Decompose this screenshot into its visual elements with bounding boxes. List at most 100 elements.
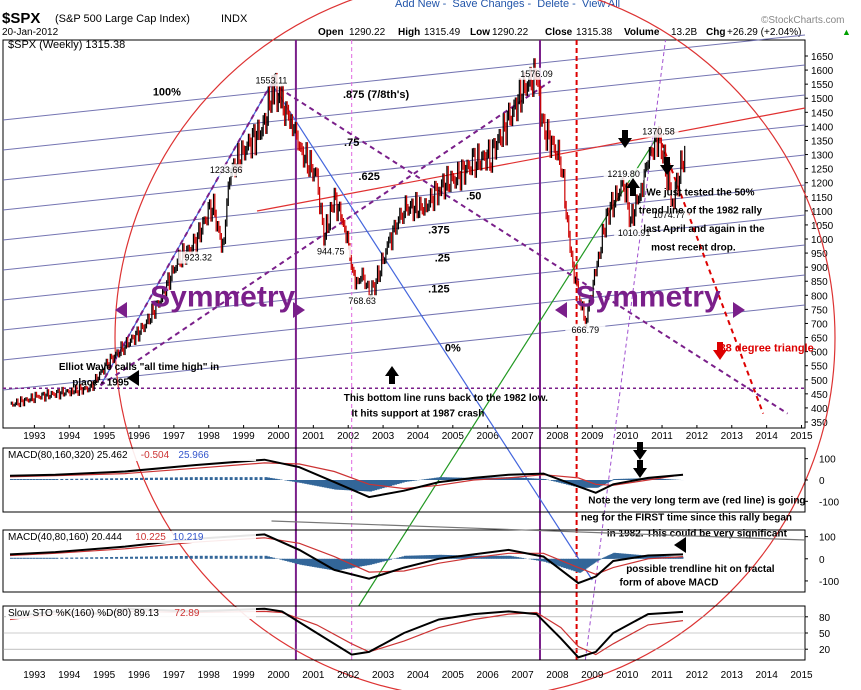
price-x-tick-label: 2010 xyxy=(616,431,639,442)
macd-histogram-bar xyxy=(306,558,310,567)
macd-histogram-bar xyxy=(19,479,23,480)
macd-histogram-bar xyxy=(630,478,634,480)
bottom-x-tick-label: 2015 xyxy=(790,670,813,681)
indicator-main-line xyxy=(9,458,684,499)
view-all-link[interactable]: View All xyxy=(581,0,621,10)
macd-histogram-bar xyxy=(498,555,502,559)
price-x-tick-label: 2006 xyxy=(477,431,500,442)
macd-histogram-bar xyxy=(513,556,517,559)
macd-histogram-bar xyxy=(269,557,273,559)
macd-histogram-bar xyxy=(135,477,139,480)
price-x-tick-label: 2004 xyxy=(407,431,430,442)
macd-histogram-bar xyxy=(356,558,360,567)
price-x-tick-label: 2009 xyxy=(581,431,604,442)
macd-histogram-bar xyxy=(184,555,188,559)
price-x-tick-label: 1998 xyxy=(198,431,221,442)
price-point-label: 1219.80 xyxy=(607,169,640,179)
macd-histogram-bar xyxy=(110,557,114,559)
macd-histogram-bar xyxy=(100,478,104,480)
macd-histogram-bar xyxy=(563,558,567,569)
macd-histogram-bar xyxy=(668,479,672,480)
macd-histogram-bar xyxy=(481,555,485,559)
macd-histogram-bar xyxy=(229,555,233,559)
high-value: 1315.49 xyxy=(424,27,461,38)
macd-down-arrow-icon xyxy=(637,460,643,468)
macd-histogram-bar xyxy=(443,554,447,559)
bottom-x-tick-label: 2004 xyxy=(407,670,430,681)
price-y-tick-label: 1050 xyxy=(811,221,834,232)
delete-link[interactable]: Delete xyxy=(537,0,570,10)
macd-histogram-bar xyxy=(418,555,422,559)
macd-histogram-bar xyxy=(16,557,20,559)
macd-histogram-bar xyxy=(154,477,158,480)
symmetry-circle xyxy=(114,0,836,690)
macd-histogram-bar xyxy=(286,480,290,481)
macd-histogram-bar xyxy=(19,557,23,559)
macd-histogram-bar xyxy=(80,557,84,559)
macd-histogram-bar xyxy=(9,557,13,559)
macd-histogram-bar xyxy=(110,478,114,480)
purple-dashed-line xyxy=(584,39,667,661)
macd-histogram-bar xyxy=(433,554,437,559)
macd-histogram-bar xyxy=(359,480,363,491)
macd-histogram-bar xyxy=(381,558,385,562)
macd-histogram-bar xyxy=(149,477,153,480)
macd-histogram-bar xyxy=(433,477,437,480)
macd-histogram-bar xyxy=(244,477,248,480)
chart-date: 20-Jan-2012 xyxy=(2,27,59,38)
add-new-link[interactable]: Add New xyxy=(395,0,440,10)
macd-histogram-bar xyxy=(254,477,258,480)
bottom-x-tick-label: 2010 xyxy=(616,670,639,681)
macd-histogram-bar xyxy=(115,478,119,480)
macd-down-arrow-icon xyxy=(633,450,647,460)
macd-histogram-bar xyxy=(399,480,403,484)
price-y-tick-label: 1450 xyxy=(811,108,834,119)
macd-histogram-bar xyxy=(351,558,355,568)
macd-histogram-bar xyxy=(404,480,407,482)
macd-histogram-bar xyxy=(625,553,629,559)
fib-level-label: 0% xyxy=(445,343,461,355)
down-arrow-icon xyxy=(622,130,628,138)
macd-histogram-bar xyxy=(234,477,238,480)
bottom-x-tick-label: 2014 xyxy=(756,670,779,681)
macd-histogram-bar xyxy=(506,555,510,559)
macd-histogram-bar xyxy=(446,477,450,480)
macd-histogram-bar xyxy=(653,555,657,559)
macd-histogram-bar xyxy=(389,558,393,560)
down-arrow-icon xyxy=(664,157,670,165)
macd-histogram-bar xyxy=(16,479,20,480)
macd-histogram-bar xyxy=(531,478,535,480)
macd-histogram-bar xyxy=(493,555,497,559)
macd-histogram-bar xyxy=(179,556,183,559)
macd-histogram-bar xyxy=(135,556,139,559)
macd-histogram-bar xyxy=(26,557,30,559)
macd-histogram-bar xyxy=(379,558,383,563)
macd-histogram-bar xyxy=(351,480,355,491)
save-changes-link[interactable]: Save Changes xyxy=(452,0,525,10)
bottom-x-tick-label: 1993 xyxy=(23,670,46,681)
open-value: 1290.22 xyxy=(349,27,386,38)
bottom-x-tick-label: 1998 xyxy=(198,670,221,681)
macd-histogram-bar xyxy=(376,558,380,563)
price-x-tick-label: 1996 xyxy=(128,431,151,442)
trendline-50pct xyxy=(256,107,806,212)
macd-histogram-bar xyxy=(553,558,557,565)
macd-histogram-bar xyxy=(428,478,432,480)
indicator-panel-frame xyxy=(2,529,806,593)
macd-histogram-bar xyxy=(598,558,602,560)
macd-histogram-bar xyxy=(660,478,664,480)
macd-histogram-bar xyxy=(125,478,129,480)
macd-histogram-bar xyxy=(550,480,554,481)
bottom-x-tick-label: 2009 xyxy=(581,670,604,681)
indicator-legend-main: Slow STO %K(160) %D(80) 89.13 xyxy=(8,608,159,619)
macd-histogram-bar xyxy=(441,477,445,480)
macd-histogram-bar xyxy=(443,477,447,480)
macd-histogram-bar xyxy=(284,558,288,561)
macd-histogram-bar xyxy=(301,480,305,484)
macd-histogram-bar xyxy=(194,477,198,480)
macd-histogram-bar xyxy=(279,558,283,560)
macd-histogram-bar xyxy=(650,555,654,559)
macd-histogram-bar xyxy=(13,479,17,480)
macd-histogram-bar xyxy=(52,479,56,480)
